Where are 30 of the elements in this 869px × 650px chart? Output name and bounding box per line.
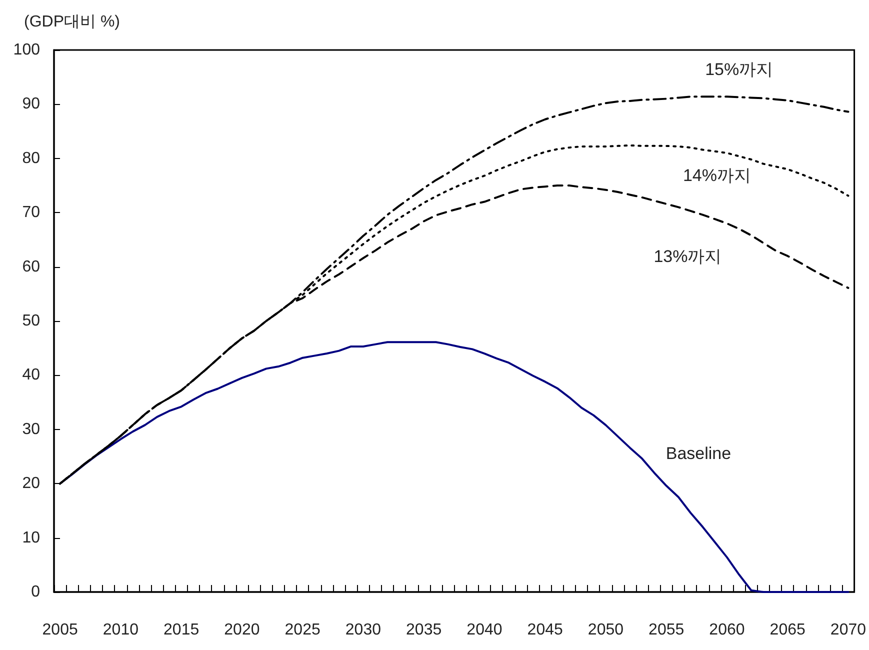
y-tick-label: 30 xyxy=(22,420,40,438)
x-tick-label: 2070 xyxy=(830,622,866,638)
x-tick-label: 2005 xyxy=(42,622,78,638)
x-tick-label: 2060 xyxy=(709,622,745,638)
y-tick-label: 20 xyxy=(22,475,40,492)
y-tick-label: 40 xyxy=(22,366,40,384)
x-tick-label: 2045 xyxy=(527,622,563,638)
y-tick-label: 0 xyxy=(31,584,40,600)
y-tick-label: 100 xyxy=(13,42,40,58)
x-tick-label: 2040 xyxy=(466,622,502,638)
y-tick-label: 70 xyxy=(22,204,40,222)
y-tick-label: 60 xyxy=(22,258,40,276)
x-tick-label: 2025 xyxy=(284,622,320,638)
x-tick-label: 2030 xyxy=(345,622,382,638)
x-tick-label: 2055 xyxy=(648,622,684,638)
x-tick-label: 2015 xyxy=(164,622,200,638)
series-label: 14%까지 xyxy=(682,166,751,185)
x-tick-label: 2065 xyxy=(770,622,806,638)
x-tick-label: 2020 xyxy=(224,622,260,638)
y-axis-title: (GDP대비 %) xyxy=(24,14,120,30)
x-tick-label: 2010 xyxy=(102,622,139,638)
series-label: 15%까지 xyxy=(705,60,774,80)
y-tick-label: 80 xyxy=(22,150,40,167)
series-label: 13%까지 xyxy=(654,246,722,266)
series-label: Baseline xyxy=(666,444,732,464)
y-tick-label: 10 xyxy=(22,529,40,546)
x-tick-label: 2035 xyxy=(406,622,442,638)
y-tick-label: 90 xyxy=(22,96,40,113)
x-tick-label: 2050 xyxy=(588,622,624,638)
y-tick-label: 50 xyxy=(22,312,40,330)
